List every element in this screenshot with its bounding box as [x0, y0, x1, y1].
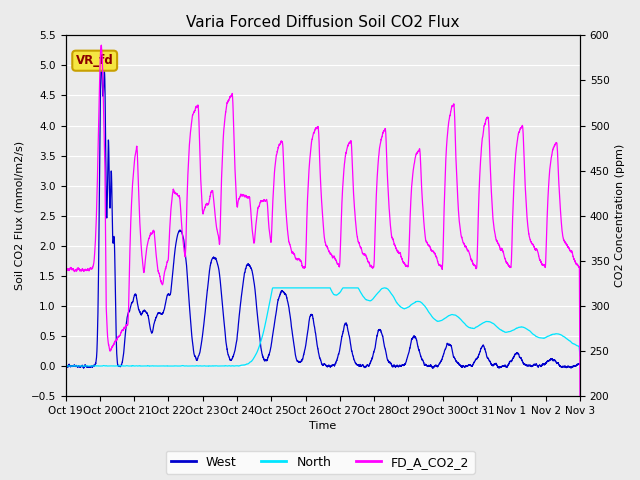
Title: Varia Forced Diffusion Soil CO2 Flux: Varia Forced Diffusion Soil CO2 Flux	[186, 15, 460, 30]
X-axis label: Time: Time	[309, 421, 337, 432]
Y-axis label: Soil CO2 Flux (mmol/m2/s): Soil CO2 Flux (mmol/m2/s)	[15, 141, 25, 290]
Text: VR_fd: VR_fd	[76, 54, 113, 67]
Y-axis label: CO2 Concentration (ppm): CO2 Concentration (ppm)	[615, 144, 625, 288]
Legend: West, North, FD_A_CO2_2: West, North, FD_A_CO2_2	[166, 451, 474, 474]
